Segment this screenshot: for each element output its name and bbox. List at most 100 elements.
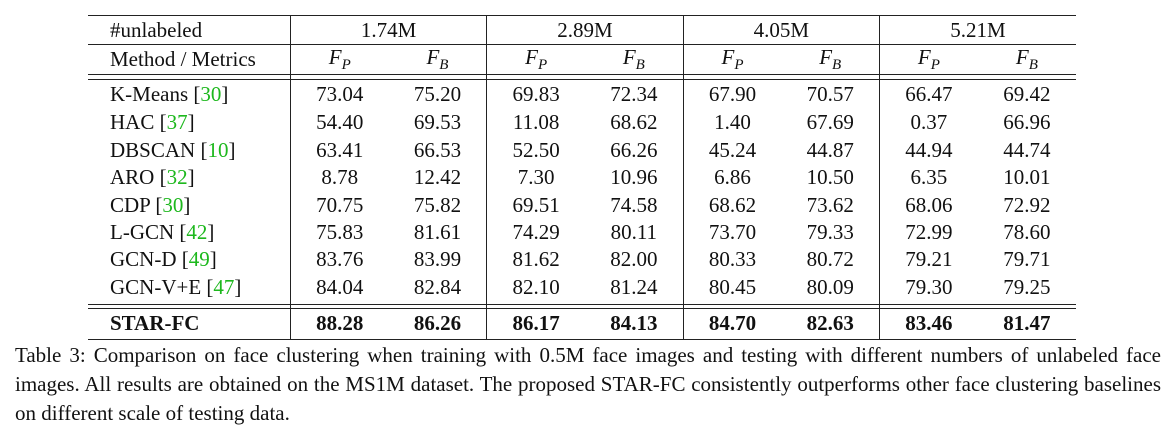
- method-name: DBSCAN [10]: [110, 137, 236, 162]
- table-cell: 10.50: [806, 165, 854, 190]
- metric-subscript: B: [832, 57, 842, 74]
- table-cell: 1.40: [682, 109, 782, 137]
- table-row: K-Means [30] 73.04 75.20 69.83 72.34 67.90 70.…: [88, 79, 1076, 110]
- group-header: 2.89M: [486, 15, 684, 45]
- table-cell: 70.57: [806, 82, 854, 107]
- metric-symbol: F: [721, 45, 735, 69]
- table-cell: 69.83: [486, 79, 585, 110]
- method-label: HAC: [110, 110, 155, 135]
- table-cell: 81.62: [486, 246, 585, 274]
- metric-header: FB: [584, 43, 684, 76]
- citation-link[interactable]: 32: [166, 165, 188, 190]
- table-cell-ours: 81.47: [977, 308, 1076, 340]
- header-row-metrics: Method / Metrics FP FB FP FB FP FB FP FB: [88, 43, 1076, 76]
- table-cell: 78.60: [1003, 219, 1051, 244]
- metric-header: FP: [682, 43, 782, 76]
- method-name: K-Means [30]: [110, 82, 229, 107]
- table-cell: 8.78: [289, 163, 389, 192]
- table-cell: 68.62: [682, 191, 782, 219]
- method-name: GCN-V+E [47]: [110, 274, 242, 299]
- table-cell: 7.30: [486, 163, 585, 192]
- citation-link[interactable]: 10: [207, 137, 229, 162]
- corner-label: #unlabeled: [88, 15, 291, 45]
- table-cell: 54.40: [289, 109, 389, 137]
- table-cell: 72.92: [1003, 192, 1051, 217]
- table-cell: 69.53: [413, 110, 462, 135]
- metric-symbol: F: [328, 45, 342, 69]
- metric-header: FP: [879, 43, 978, 76]
- method-label: GCN-V+E: [110, 274, 202, 299]
- table-cell: 72.99: [879, 218, 978, 247]
- table-cell: 69.42: [1003, 82, 1051, 107]
- table-row: CDP [30] 70.75 75.82 69.51 74.58 68.62 73.62 68…: [88, 191, 1076, 219]
- method-name: HAC [37]: [110, 110, 195, 135]
- table-cell-ours: 86.26: [388, 308, 487, 340]
- table-cell: 45.24: [682, 136, 782, 164]
- metric-symbol: F: [622, 45, 636, 69]
- citation-link[interactable]: 30: [162, 192, 184, 217]
- method-label: L-GCN: [110, 219, 175, 244]
- citation-link[interactable]: 49: [188, 247, 210, 272]
- table-cell: 80.45: [682, 273, 782, 301]
- table-cell: 73.04: [289, 79, 389, 110]
- table-cell: 66.53: [413, 137, 462, 162]
- method-label: CDP: [110, 192, 151, 217]
- table-cell: 80.72: [806, 247, 854, 272]
- table-cell: 6.35: [879, 163, 978, 192]
- table-cell: 68.62: [610, 110, 658, 135]
- table-cell: 82.00: [610, 247, 658, 272]
- table-cell: 69.51: [486, 191, 585, 219]
- method-metrics-label: Method / Metrics: [88, 43, 291, 76]
- table-row: HAC [37] 54.40 69.53 11.08 68.62 1.40 67.69 0.3…: [88, 109, 1076, 137]
- method-name: L-GCN [42]: [110, 219, 215, 244]
- metric-subscript: P: [341, 57, 351, 74]
- metric-header: FB: [977, 43, 1076, 76]
- method-label: DBSCAN: [110, 137, 196, 162]
- table-cell: 80.11: [610, 219, 658, 244]
- table-cell: 79.33: [806, 219, 854, 244]
- header-double-rule: [88, 74, 1076, 81]
- method-label: GCN-D: [110, 247, 177, 272]
- table-cell: 74.29: [486, 218, 585, 247]
- method-name: GCN-D [49]: [110, 247, 217, 272]
- table-cell: 44.94: [879, 136, 978, 164]
- table-cell: 81.61: [413, 219, 462, 244]
- metric-subscript: P: [734, 57, 744, 74]
- metric-header: FB: [781, 43, 880, 76]
- separator-rule: [88, 300, 1076, 305]
- table-cell: 10.96: [610, 165, 658, 190]
- citation-link[interactable]: 30: [200, 82, 222, 107]
- table-cell: 73.62: [806, 192, 854, 217]
- table-cell: 6.86: [682, 163, 782, 192]
- table-cell-ours: 82.63: [781, 308, 880, 340]
- table-cell: 67.69: [806, 110, 854, 135]
- citation-link[interactable]: 42: [186, 219, 208, 244]
- table-cell-ours: 86.17: [486, 308, 585, 340]
- table-cell: 44.74: [1003, 137, 1051, 162]
- method-label: ARO: [110, 165, 155, 190]
- method-label: K-Means: [110, 82, 189, 107]
- table-cell: 79.21: [879, 246, 978, 274]
- table-cell: 75.20: [413, 82, 462, 107]
- table-cell: 63.41: [289, 136, 389, 164]
- table-row: DBSCAN [10] 63.41 66.53 52.50 66.26 45.24 44.8…: [88, 136, 1076, 164]
- table-cell: 66.47: [879, 79, 978, 110]
- table-cell: 81.24: [610, 274, 658, 299]
- method-name: CDP [30]: [110, 192, 191, 217]
- citation-link[interactable]: 37: [166, 110, 188, 135]
- metric-subscript: B: [1028, 57, 1038, 74]
- table-cell: 11.08: [486, 109, 585, 137]
- separator-rule: [88, 304, 1076, 309]
- header-row-groups: #unlabeled 1.74M 2.89M 4.05M 5.21M: [88, 15, 1076, 45]
- method-name-ours: STAR-FC: [88, 308, 291, 340]
- metric-symbol: F: [426, 45, 440, 69]
- table-cell: 44.87: [806, 137, 854, 162]
- group-header: 4.05M: [682, 15, 880, 45]
- citation-link[interactable]: 47: [213, 274, 235, 299]
- method-name: ARO [32]: [110, 165, 195, 190]
- metric-header: FP: [486, 43, 585, 76]
- metric-symbol: F: [819, 45, 833, 69]
- group-header: 5.21M: [879, 15, 1076, 45]
- table-cell: 84.04: [289, 273, 389, 301]
- metric-subscript: P: [537, 57, 548, 74]
